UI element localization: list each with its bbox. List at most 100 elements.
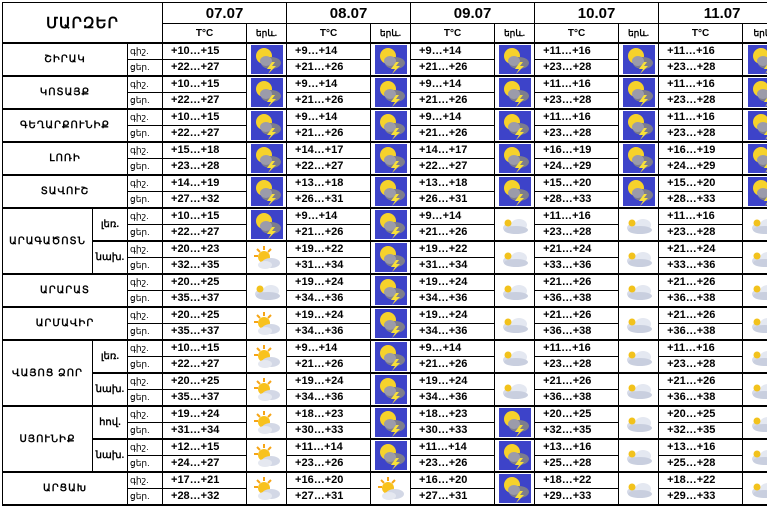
day-temp: +36…+38 <box>535 291 619 308</box>
cloud-weather-icon <box>743 307 767 340</box>
storm-weather-icon <box>495 406 535 439</box>
region-name: ԱՐՑԱԽ <box>3 472 128 505</box>
cloud-weather-icon <box>495 274 535 307</box>
cloud-weather-icon <box>495 340 535 373</box>
day-temp: +33…+36 <box>535 258 619 275</box>
day-temp: +23…+28 <box>659 60 743 77</box>
storm-weather-icon <box>743 142 767 175</box>
region-name: ԳԵՂԱՐՔՈՒՆԻՔ <box>3 109 128 142</box>
night-temp: +11…+16 <box>535 43 619 60</box>
day-label: ցեր. <box>128 357 163 374</box>
cloud-weather-icon <box>743 439 767 472</box>
night-temp: +9…+14 <box>287 340 371 357</box>
day-temp: +21…+26 <box>287 357 371 374</box>
night-temp: +21…+24 <box>535 241 619 258</box>
day-temp: +32…+35 <box>659 423 743 440</box>
day-temp: +21…+26 <box>411 225 495 242</box>
cloud-weather-icon <box>619 208 659 241</box>
day-temp: +23…+26 <box>411 456 495 473</box>
region-name: ԱՐՄԱՎԻՐ <box>3 307 128 340</box>
night-temp: +16…+19 <box>659 142 743 159</box>
night-temp: +14…+17 <box>411 142 495 159</box>
sun-weather-icon <box>247 307 287 340</box>
day-temp: +21…+26 <box>287 225 371 242</box>
storm-weather-icon <box>247 175 287 208</box>
storm-weather-icon <box>371 406 411 439</box>
date-header: 08.07 <box>287 3 411 24</box>
storm-weather-icon <box>371 43 411 76</box>
night-temp: +16…+20 <box>287 472 371 489</box>
night-temp: +11…+16 <box>659 208 743 225</box>
night-temp: +16…+19 <box>535 142 619 159</box>
night-temp: +21…+26 <box>659 307 743 324</box>
temp-label: T°C <box>535 24 619 44</box>
temp-label: T°C <box>287 24 371 44</box>
night-temp: +21…+26 <box>659 274 743 291</box>
storm-weather-icon <box>619 109 659 142</box>
day-temp: +21…+26 <box>411 60 495 77</box>
zone-label: լեռ. <box>93 340 128 373</box>
night-temp: +15…+20 <box>535 175 619 192</box>
night-temp: +10…+15 <box>163 208 247 225</box>
night-label: գիշ. <box>128 340 163 357</box>
region-name: ՍՅՈՒՆԻՔ <box>3 406 93 472</box>
day-temp: +35…+37 <box>163 291 247 308</box>
sun-weather-icon <box>247 439 287 472</box>
day-temp: +23…+28 <box>163 159 247 176</box>
cloud-weather-icon <box>619 307 659 340</box>
day-temp: +28…+32 <box>163 489 247 506</box>
region-header: ՄԱՐԶԵՐ <box>3 3 163 44</box>
storm-weather-icon <box>619 142 659 175</box>
storm-weather-icon <box>371 373 411 406</box>
cloud-weather-icon <box>743 472 767 505</box>
temp-label: T°C <box>659 24 743 44</box>
night-temp: +19…+22 <box>287 241 371 258</box>
day-temp: +23…+28 <box>535 93 619 110</box>
date-header: 10.07 <box>535 3 659 24</box>
region-name: ՇԻՐԱԿ <box>3 43 128 76</box>
day-temp: +21…+26 <box>287 126 371 143</box>
storm-weather-icon <box>495 472 535 505</box>
night-temp: +9…+14 <box>411 43 495 60</box>
night-temp: +11…+16 <box>535 340 619 357</box>
icon-label: երև. <box>619 24 659 44</box>
night-temp: +21…+26 <box>659 373 743 390</box>
day-temp: +31…+34 <box>287 258 371 275</box>
day-temp: +24…+27 <box>163 456 247 473</box>
cloud-weather-icon <box>743 274 767 307</box>
day-temp: +21…+26 <box>287 60 371 77</box>
day-temp: +30…+33 <box>287 423 371 440</box>
night-temp: +13…+18 <box>287 175 371 192</box>
cloud-weather-icon <box>619 274 659 307</box>
day-temp: +34…+36 <box>411 291 495 308</box>
sun-weather-icon <box>247 472 287 505</box>
sun-weather-icon <box>371 472 411 505</box>
day-label: ցեր. <box>128 225 163 242</box>
storm-weather-icon <box>371 208 411 241</box>
storm-weather-icon <box>247 142 287 175</box>
day-temp: +36…+38 <box>535 390 619 407</box>
storm-weather-icon <box>495 43 535 76</box>
storm-weather-icon <box>743 76 767 109</box>
storm-weather-icon <box>371 307 411 340</box>
night-temp: +21…+26 <box>535 307 619 324</box>
night-temp: +21…+24 <box>659 241 743 258</box>
night-temp: +19…+24 <box>411 373 495 390</box>
cloud-weather-icon <box>619 472 659 505</box>
day-temp: +23…+28 <box>535 60 619 77</box>
day-label: ցեր. <box>128 159 163 176</box>
day-temp: +33…+36 <box>659 258 743 275</box>
day-temp: +24…+29 <box>535 159 619 176</box>
cloud-weather-icon <box>743 373 767 406</box>
day-temp: +22…+27 <box>163 225 247 242</box>
temp-label: T°C <box>163 24 247 44</box>
night-temp: +20…+25 <box>163 274 247 291</box>
storm-weather-icon <box>495 175 535 208</box>
region-name: ԱՐԱԳԱԾՈՏՆ <box>3 208 93 274</box>
night-temp: +10…+15 <box>163 76 247 93</box>
